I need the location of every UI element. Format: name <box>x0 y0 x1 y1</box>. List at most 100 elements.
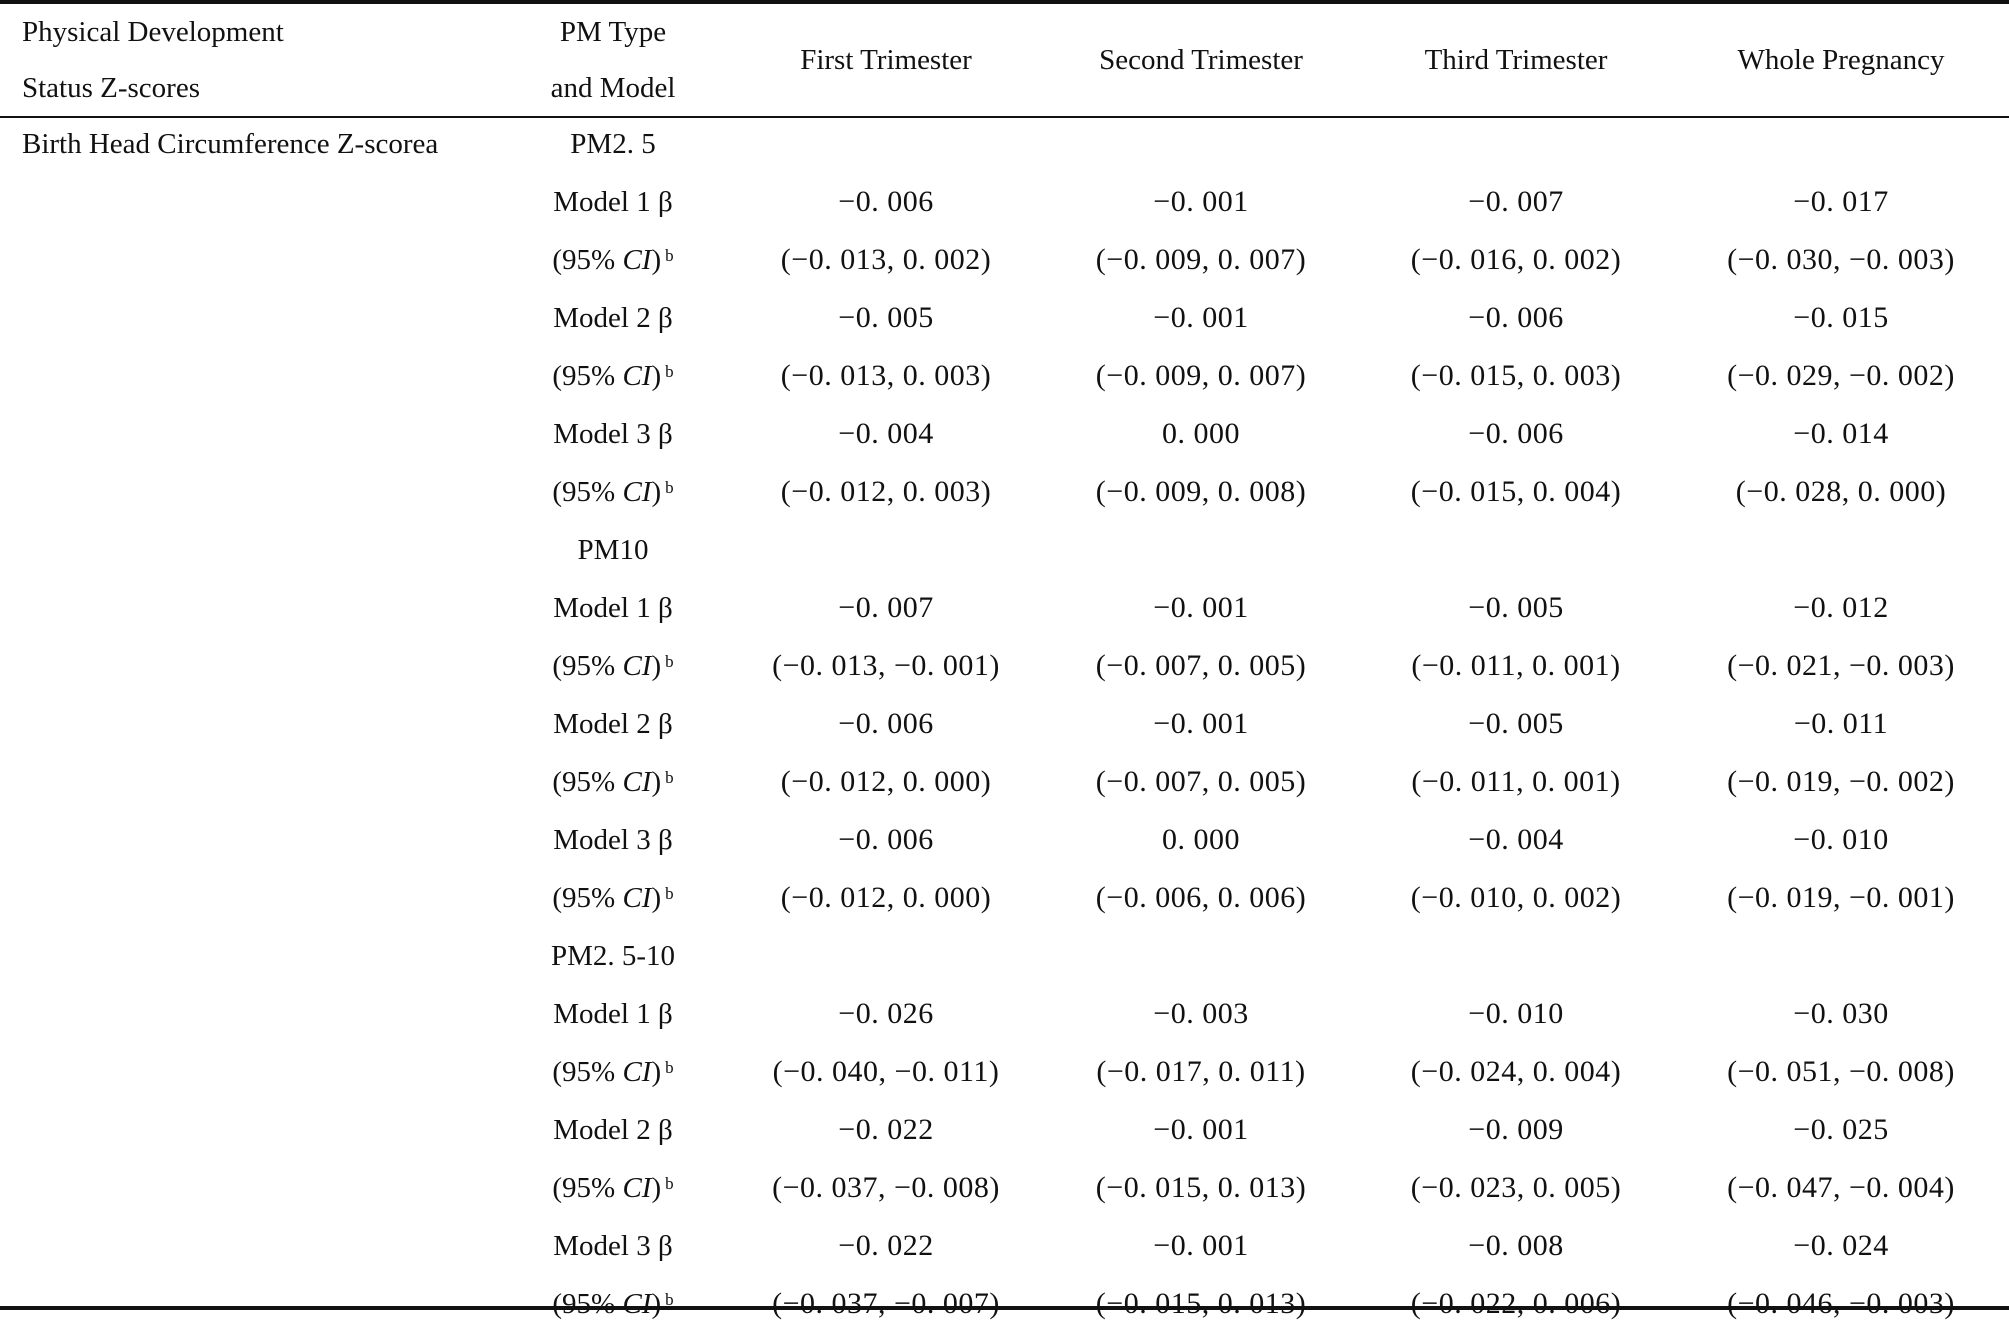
ci-close: ) <box>651 244 662 276</box>
beta-value: −0. 025 <box>1793 1113 1889 1146</box>
ci-superscript: b <box>665 362 674 381</box>
ci-superscript: b <box>665 652 674 671</box>
beta-value: 0. 000 <box>1162 823 1240 856</box>
ci-label: (95% CI) b <box>552 1052 673 1092</box>
header-third-trimester: Third Trimester <box>1424 44 1608 76</box>
ci-label: (95% CI) b <box>552 646 673 686</box>
ci-close: ) <box>651 360 662 392</box>
header-whole-pregnancy: Whole Pregnancy <box>1737 44 1945 76</box>
ci-value: (−0. 015, 0. 004) <box>1410 475 1622 508</box>
ci-superscript: b <box>665 1290 674 1309</box>
beta-value: −0. 006 <box>1468 417 1564 450</box>
beta-value: −0. 014 <box>1793 417 1889 450</box>
ci-close: ) <box>651 1056 662 1088</box>
ci-value: (−0. 009, 0. 007) <box>1095 359 1307 392</box>
ci-value: (−0. 007, 0. 005) <box>1095 765 1307 798</box>
model-label: Model 3 β <box>553 1230 673 1262</box>
pm-type-label: PM10 <box>577 534 649 566</box>
ci-symbol: CI <box>622 882 652 914</box>
ci-open: (95% <box>552 882 623 914</box>
ci-superscript: b <box>665 768 674 787</box>
ci-label: (95% CI) b <box>552 1284 673 1324</box>
ci-value: (−0. 019, −0. 001) <box>1727 881 1955 914</box>
model-label: Model 1 β <box>553 592 673 624</box>
outcome-label: Birth Head Circumference Z-scorea <box>22 128 439 160</box>
ci-superscript: b <box>665 478 674 497</box>
ci-open: (95% <box>552 1056 623 1088</box>
ci-close: ) <box>651 1172 662 1204</box>
beta-value: −0. 006 <box>1468 301 1564 334</box>
ci-label: (95% CI) b <box>552 240 673 280</box>
ci-open: (95% <box>552 360 623 392</box>
beta-value: −0. 012 <box>1793 591 1889 624</box>
beta-value: 0. 000 <box>1162 417 1240 450</box>
header-rule <box>0 116 2009 118</box>
ci-open: (95% <box>552 476 623 508</box>
ci-value: (−0. 013, 0. 002) <box>780 243 992 276</box>
ci-value: (−0. 016, 0. 002) <box>1410 243 1622 276</box>
beta-value: −0. 015 <box>1793 301 1889 334</box>
ci-value: (−0. 028, 0. 000) <box>1735 475 1947 508</box>
ci-symbol: CI <box>622 476 652 508</box>
ci-value: (−0. 019, −0. 002) <box>1727 765 1955 798</box>
ci-superscript: b <box>665 246 674 265</box>
ci-symbol: CI <box>622 1172 652 1204</box>
beta-value: −0. 001 <box>1153 301 1249 334</box>
beta-value: −0. 003 <box>1153 997 1249 1030</box>
ci-value: (−0. 013, 0. 003) <box>780 359 992 392</box>
ci-open: (95% <box>552 766 623 798</box>
ci-value: (−0. 011, 0. 001) <box>1411 649 1621 682</box>
ci-superscript: b <box>665 1174 674 1193</box>
ci-symbol: CI <box>622 244 652 276</box>
beta-value: −0. 011 <box>1793 707 1889 740</box>
model-label: Model 3 β <box>553 824 673 856</box>
beta-value: −0. 022 <box>838 1113 934 1146</box>
beta-value: −0. 001 <box>1153 1229 1249 1262</box>
ci-close: ) <box>651 882 662 914</box>
ci-value: (−0. 040, −0. 011) <box>772 1055 1000 1088</box>
model-label: Model 2 β <box>553 1114 673 1146</box>
ci-value: (−0. 012, 0. 003) <box>780 475 992 508</box>
beta-value: −0. 001 <box>1153 185 1249 218</box>
top-rule <box>0 0 2009 4</box>
ci-symbol: CI <box>622 1288 652 1320</box>
beta-value: −0. 006 <box>838 707 934 740</box>
ci-close: ) <box>651 650 662 682</box>
ci-symbol: CI <box>622 650 652 682</box>
beta-value: −0. 024 <box>1793 1229 1889 1262</box>
ci-value: (−0. 009, 0. 007) <box>1095 243 1307 276</box>
ci-label: (95% CI) b <box>552 356 673 396</box>
beta-value: −0. 026 <box>838 997 934 1030</box>
beta-value: −0. 001 <box>1153 591 1249 624</box>
beta-value: −0. 004 <box>838 417 934 450</box>
header-first-trimester: First Trimester <box>800 44 972 76</box>
ci-value: (−0. 010, 0. 002) <box>1410 881 1622 914</box>
ci-open: (95% <box>552 244 623 276</box>
ci-superscript: b <box>665 884 674 903</box>
ci-value: (−0. 012, 0. 000) <box>780 881 992 914</box>
beta-value: −0. 017 <box>1793 185 1889 218</box>
ci-symbol: CI <box>622 360 652 392</box>
beta-value: −0. 030 <box>1793 997 1889 1030</box>
ci-superscript: b <box>665 1058 674 1077</box>
ci-value: (−0. 015, 0. 013) <box>1095 1171 1307 1204</box>
ci-value: (−0. 046, −0. 003) <box>1727 1287 1955 1320</box>
model-label: Model 2 β <box>553 302 673 334</box>
ci-value: (−0. 024, 0. 004) <box>1410 1055 1622 1088</box>
bottom-rule <box>0 1306 2009 1310</box>
ci-value: (−0. 011, 0. 001) <box>1411 765 1621 798</box>
ci-value: (−0. 013, −0. 001) <box>772 649 1000 682</box>
header-col2-line1: PM Type <box>559 16 667 48</box>
header-second-trimester: Second Trimester <box>1099 44 1303 76</box>
beta-value: −0. 010 <box>1468 997 1564 1030</box>
ci-close: ) <box>651 476 662 508</box>
pm-type-label: PM2. 5-10 <box>550 940 676 972</box>
ci-open: (95% <box>552 1288 623 1320</box>
ci-open: (95% <box>552 650 623 682</box>
ci-value: (−0. 051, −0. 008) <box>1727 1055 1955 1088</box>
beta-value: −0. 005 <box>1468 707 1564 740</box>
ci-value: (−0. 030, −0. 003) <box>1727 243 1955 276</box>
ci-value: (−0. 009, 0. 008) <box>1095 475 1307 508</box>
ci-value: (−0. 007, 0. 005) <box>1095 649 1307 682</box>
ci-value: (−0. 023, 0. 005) <box>1410 1171 1622 1204</box>
